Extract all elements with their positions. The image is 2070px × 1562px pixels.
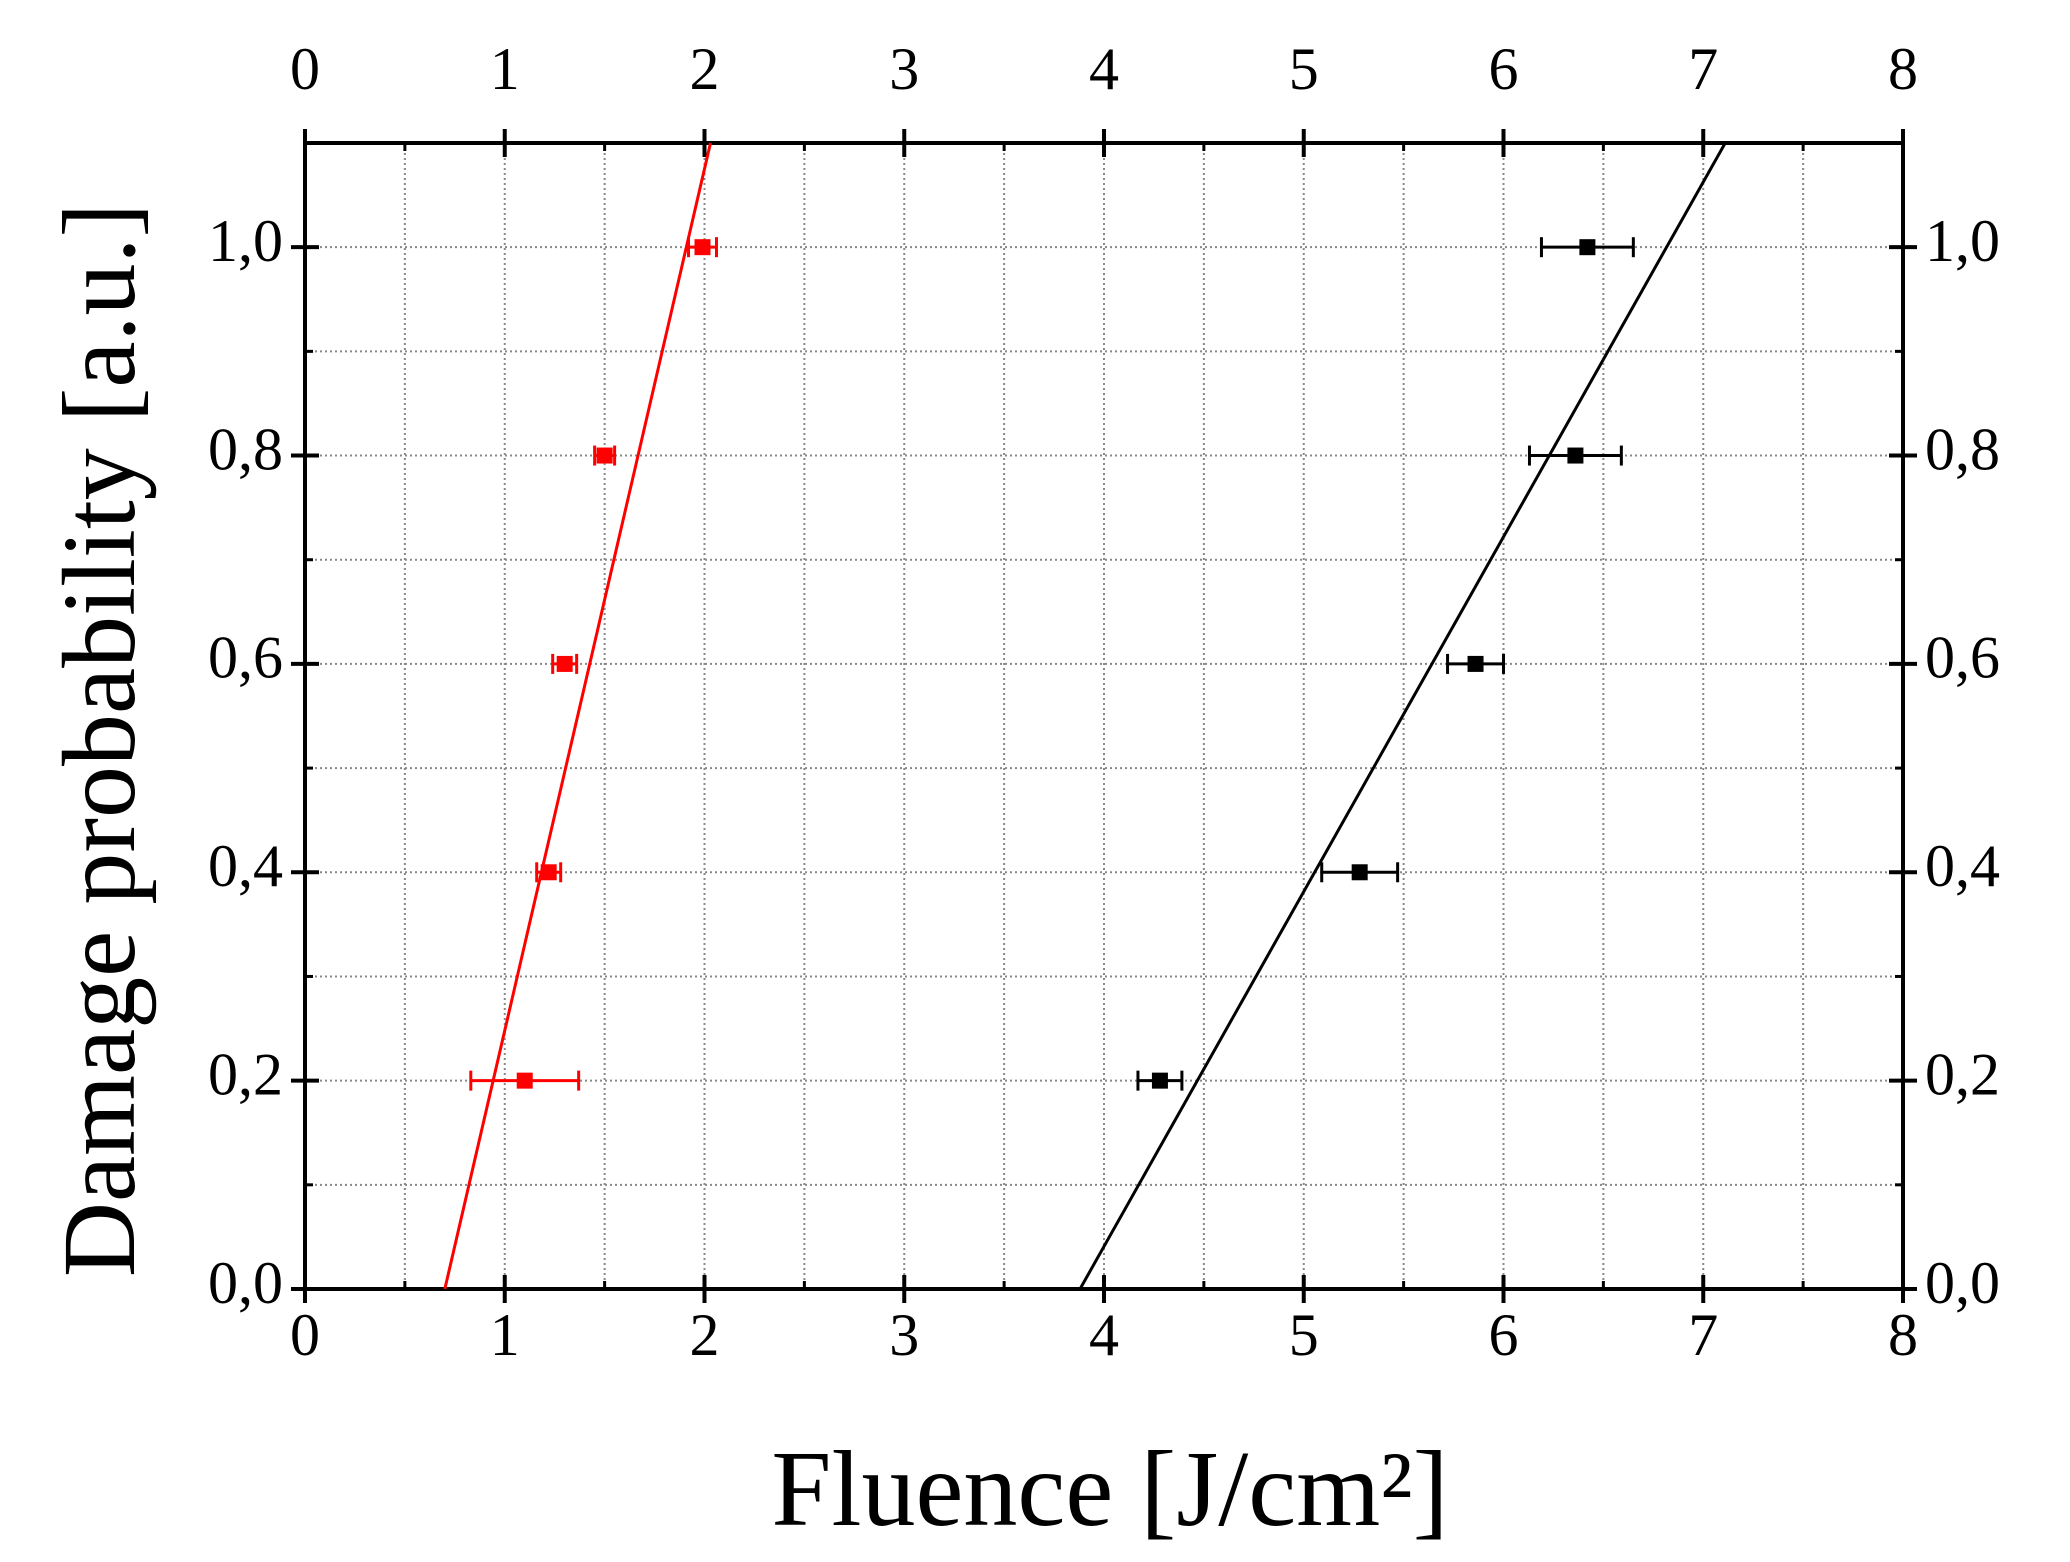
x-tick-label: 6 (1489, 1302, 1519, 1368)
y-tick-label: 0,8 (208, 416, 283, 482)
y-tick-label: 0,0 (208, 1250, 283, 1316)
x-tick-label: 0 (290, 1302, 320, 1368)
point (1579, 239, 1596, 256)
point (1351, 864, 1368, 881)
x-tick-label: 2 (690, 1302, 720, 1368)
y-tick-label: 0,2 (1925, 1041, 2000, 1107)
x-tick-label: 2 (690, 36, 720, 102)
x-tick-label: 7 (1688, 1302, 1718, 1368)
point (596, 447, 613, 464)
point (694, 239, 711, 256)
y-tick-label: 0,6 (1925, 625, 2000, 691)
x-tick-label: 3 (889, 36, 919, 102)
x-axis-label: Fluence [J/cm²] (771, 1430, 1448, 1549)
point (556, 655, 573, 672)
x-tick-label: 1 (490, 1302, 520, 1368)
x-tick-label: 6 (1489, 36, 1519, 102)
y-tick-label: 1,0 (208, 208, 283, 274)
point (540, 864, 557, 881)
x-tick-label: 1 (490, 36, 520, 102)
x-tick-label: 7 (1688, 36, 1718, 102)
y-tick-label: 0,6 (208, 625, 283, 691)
point (1151, 1072, 1168, 1089)
x-tick-label: 4 (1089, 1302, 1119, 1368)
y-tick-label: 0,0 (1925, 1250, 2000, 1316)
y-tick-label: 0,2 (208, 1041, 283, 1107)
x-tick-label: 8 (1888, 36, 1918, 102)
fit-line (1078, 142, 1727, 1290)
point (1467, 655, 1484, 672)
x-tick-label: 8 (1888, 1302, 1918, 1368)
x-tick-label: 5 (1289, 36, 1319, 102)
y-tick-label: 1,0 (1925, 208, 2000, 274)
x-tick-label: 0 (290, 36, 320, 102)
y-tick-label: 0,4 (208, 833, 283, 899)
point (1567, 447, 1584, 464)
y-tick-label: 0,8 (1925, 416, 2000, 482)
point (516, 1072, 533, 1089)
y-tick-label: 0,4 (1925, 833, 2000, 899)
fit-line (443, 142, 712, 1290)
y-axis-label: Damage probability [a.u.] (42, 203, 157, 1277)
x-tick-label: 5 (1289, 1302, 1319, 1368)
x-tick-label: 3 (889, 1302, 919, 1368)
x-tick-label: 4 (1089, 36, 1119, 102)
